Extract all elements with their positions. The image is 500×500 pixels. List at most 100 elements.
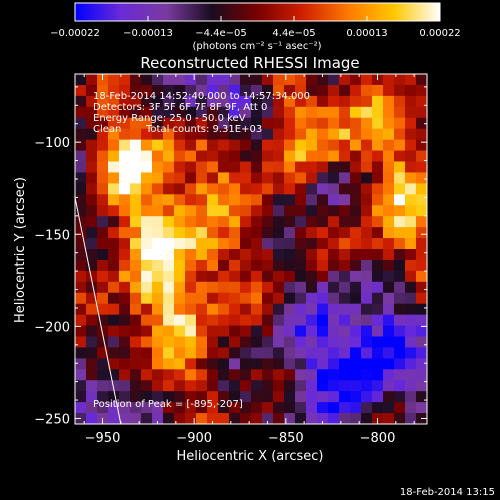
heatmap-cell [350, 303, 362, 316]
heatmap-cell [251, 238, 263, 250]
heatmap-cell [130, 74, 142, 86]
heatmap-cell [372, 172, 384, 184]
heatmap-cell [86, 391, 98, 403]
heatmap-cell [240, 380, 252, 392]
heatmap-cell [229, 172, 241, 184]
heatmap-pixels [75, 74, 428, 425]
heatmap-cell [86, 227, 98, 239]
heatmap-cell [295, 117, 307, 130]
heatmap-cell [405, 347, 417, 359]
heatmap-cell [141, 84, 153, 97]
heatmap-cell [218, 238, 230, 250]
heatmap-cell [251, 249, 263, 261]
heatmap-cell [372, 336, 384, 348]
heatmap-cell [130, 117, 142, 130]
heatmap-cell [295, 369, 307, 381]
heatmap-cell [196, 358, 208, 370]
heatmap-cell [361, 150, 373, 162]
heatmap-cell [416, 139, 428, 151]
heatmap-cell [394, 117, 406, 130]
heatmap-cell [383, 74, 395, 86]
heatmap-cell [119, 238, 131, 250]
heatmap-cell [405, 194, 417, 206]
heatmap-cell [185, 74, 197, 86]
heatmap-cell [185, 139, 197, 151]
heatmap-cell [251, 391, 263, 403]
heatmap-cell [174, 106, 186, 119]
plot-frame [74, 73, 428, 425]
heatmap-cell [185, 402, 197, 414]
heatmap-cell [163, 74, 175, 86]
heatmap-cell [229, 183, 241, 195]
heatmap-cell [108, 336, 120, 348]
heatmap-cell [86, 303, 98, 316]
heatmap-cell [394, 358, 406, 370]
heatmap-cell [130, 380, 142, 392]
heatmap-cell [185, 314, 197, 326]
heatmap-cell [350, 292, 362, 305]
heatmap-cell [339, 281, 351, 294]
heatmap-cell [262, 347, 274, 359]
heatmap-cell [339, 106, 351, 119]
heatmap-cell [119, 95, 131, 108]
heatmap-cell [141, 249, 153, 261]
heatmap-cell [317, 74, 329, 86]
heatmap-cell [97, 391, 109, 403]
heatmap-cell [262, 139, 274, 151]
heatmap-cell [372, 358, 384, 370]
heatmap-cell [174, 205, 186, 217]
heatmap-cell [119, 84, 131, 97]
heatmap-cell [394, 314, 406, 326]
heatmap-cell [218, 161, 230, 173]
heatmap-cell [339, 347, 351, 359]
heatmap-cell [416, 117, 428, 130]
heatmap-cell [372, 259, 384, 272]
heatmap-cell [394, 325, 406, 337]
heatmap-cell [218, 117, 230, 130]
heatmap-cell [207, 227, 219, 239]
heatmap-cell [361, 281, 373, 294]
heatmap-cell [218, 336, 230, 348]
heatmap-cell [273, 117, 285, 130]
heatmap-cell [295, 238, 307, 250]
heatmap-cell [328, 172, 340, 184]
heatmap-cell [174, 358, 186, 370]
heatmap-cell [328, 380, 340, 392]
heatmap-cell [86, 84, 98, 97]
heatmap-cell [75, 139, 87, 151]
heatmap-cell [251, 95, 263, 108]
heatmap-cell [218, 292, 230, 305]
heatmap-cell [240, 281, 252, 294]
heatmap-cell [339, 292, 351, 305]
heatmap-cell [361, 303, 373, 316]
heatmap-cell [405, 358, 417, 370]
heatmap-cell [152, 150, 164, 162]
heatmap-cell [350, 139, 362, 151]
heatmap-cell [295, 413, 307, 425]
heatmap-cell [394, 128, 406, 141]
heatmap-cell [306, 391, 318, 403]
heatmap-cell [141, 216, 153, 228]
heatmap-cell [295, 84, 307, 97]
heatmap-cell [75, 238, 87, 250]
heatmap-cell [339, 380, 351, 392]
heatmap-cell [86, 238, 98, 250]
heatmap-cell [152, 95, 164, 108]
heatmap-cell [306, 172, 318, 184]
heatmap-cell [339, 194, 351, 206]
heatmap-cell [152, 336, 164, 348]
heatmap-cell [152, 249, 164, 261]
heatmap-cell [163, 183, 175, 195]
heatmap-cell [273, 303, 285, 316]
heatmap-cell [306, 413, 318, 425]
heatmap-cell [405, 336, 417, 348]
x-tick-label: −800 [360, 431, 396, 446]
heatmap-cell [306, 292, 318, 305]
heatmap-cell [240, 259, 252, 272]
heatmap-cell [306, 84, 318, 97]
heatmap-cell [97, 205, 109, 217]
heatmap-cell [383, 358, 395, 370]
heatmap-cell [361, 292, 373, 305]
heatmap-cell [262, 314, 274, 326]
heatmap-cell [306, 303, 318, 316]
